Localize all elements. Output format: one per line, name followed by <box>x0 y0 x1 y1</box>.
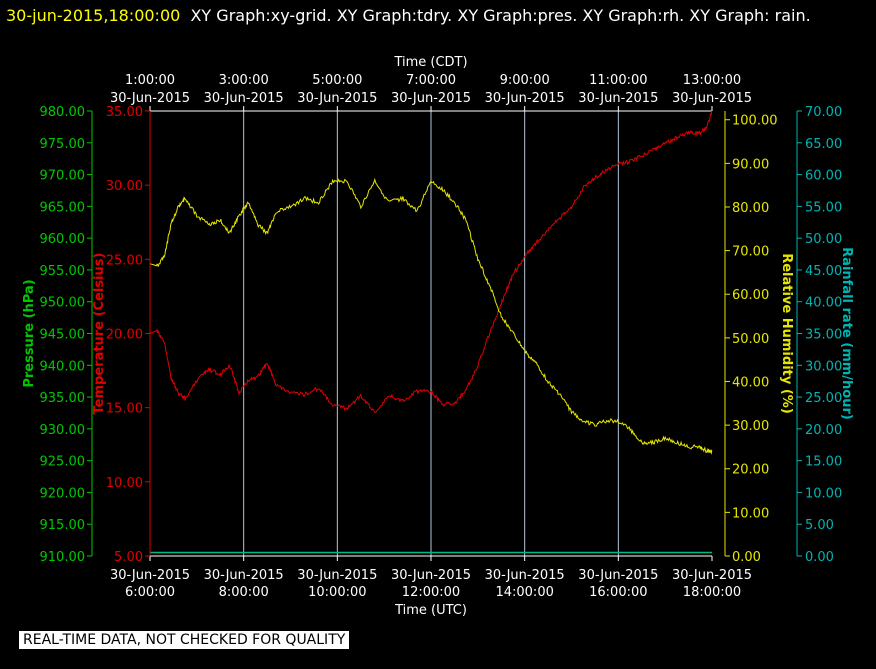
series-layer <box>149 108 713 554</box>
pressure-axis-tick-label: 920.00 <box>40 486 86 501</box>
bottom-tick-time: 6:00:00 <box>125 585 175 600</box>
temperature-axis-tick-label: 30.00 <box>106 179 143 194</box>
pressure-axis-title: Pressure (hPa) <box>22 279 37 387</box>
top-tick-time: 7:00:00 <box>406 73 456 88</box>
top-tick-date: 30-Jun-2015 <box>391 91 471 106</box>
top-tick-date: 30-Jun-2015 <box>485 91 565 106</box>
rain-axis-tick-label: 30.00 <box>805 359 842 374</box>
bottom-tick-date: 30-Jun-2015 <box>110 568 190 583</box>
temperature-axis-tick-label: 25.00 <box>106 253 143 268</box>
top-tick-time: 3:00:00 <box>219 73 269 88</box>
grid-lines <box>243 111 619 556</box>
pressure-axis-tick-label: 940.00 <box>40 359 86 374</box>
disclaimer-banner: REAL-TIME DATA, NOT CHECKED FOR QUALITY <box>19 631 350 649</box>
rain-axis-tick-label: 35.00 <box>805 328 842 343</box>
bottom-tick-date: 30-Jun-2015 <box>204 568 284 583</box>
temperature-axis-tick-label: 20.00 <box>106 328 143 343</box>
top-tick-date: 30-Jun-2015 <box>204 91 284 106</box>
chart-header: 30-jun-2015,18:00:00 XY Graph:xy-grid. X… <box>6 2 866 30</box>
pressure-axis-tick-label: 910.00 <box>40 550 86 565</box>
bottom-tick-date: 30-Jun-2015 <box>578 568 658 583</box>
rain-axis-tick-label: 5.00 <box>805 518 834 533</box>
rain-axis-tick-label: 40.00 <box>805 296 842 311</box>
top-tick-date: 30-Jun-2015 <box>110 91 190 106</box>
bottom-tick-date: 30-Jun-2015 <box>391 568 471 583</box>
temperature-axis-tick-label: 35.00 <box>106 105 143 120</box>
bottom-tick-time: 14:00:00 <box>495 585 553 600</box>
humidity-axis-tick-label: 60.00 <box>732 288 769 303</box>
bottom-axis-title: Time (UTC) <box>394 603 467 618</box>
rain-axis-tick-label: 60.00 <box>805 169 842 184</box>
temperature-axis-tick-label: 5.00 <box>114 550 143 565</box>
rain-axis-tick-label: 25.00 <box>805 391 842 406</box>
rain-axis-tick-label: 20.00 <box>805 423 842 438</box>
humidity-axis-tick-label: 30.00 <box>732 419 769 434</box>
humidity-series-line <box>149 177 713 455</box>
top-tick-time: 13:00:00 <box>683 73 741 88</box>
pressure-axis-tick-label: 965.00 <box>40 200 86 215</box>
humidity-axis-tick-label: 90.00 <box>732 157 769 172</box>
humidity-axis-tick-label: 80.00 <box>732 201 769 216</box>
top-tick-time: 9:00:00 <box>500 73 550 88</box>
pressure-axis-tick-label: 970.00 <box>40 169 86 184</box>
pressure-axis-tick-label: 975.00 <box>40 137 86 152</box>
top-tick-time: 5:00:00 <box>312 73 362 88</box>
rain-axis-tick-label: 15.00 <box>805 455 842 470</box>
rain-axis-tick-label: 10.00 <box>805 486 842 501</box>
bottom-tick-time: 18:00:00 <box>683 585 741 600</box>
bottom-tick-time: 16:00:00 <box>589 585 647 600</box>
pressure-axis-tick-label: 925.00 <box>40 455 86 470</box>
humidity-axis-tick-label: 100.00 <box>732 114 778 129</box>
bottom-tick-date: 30-Jun-2015 <box>672 568 752 583</box>
rain-axis-tick-label: 45.00 <box>805 264 842 279</box>
pressure-axis-tick-label: 945.00 <box>40 328 86 343</box>
top-axis-title: Time (CDT) <box>393 55 467 70</box>
temperature-axis-tick-label: 10.00 <box>106 476 143 491</box>
top-tick-date: 30-Jun-2015 <box>672 91 752 106</box>
rain-axis-tick-label: 70.00 <box>805 105 842 120</box>
pressure-axis-tick-label: 915.00 <box>40 518 86 533</box>
humidity-axis-tick-label: 50.00 <box>732 332 769 347</box>
top-tick-time: 1:00:00 <box>125 73 175 88</box>
temperature-series-line <box>149 108 713 413</box>
rain-axis-tick-label: 50.00 <box>805 232 842 247</box>
humidity-axis-tick-label: 0.00 <box>732 550 761 565</box>
rain-axis-tick-label: 0.00 <box>805 550 834 565</box>
pressure-axis-tick-label: 950.00 <box>40 296 86 311</box>
pressure-axis-tick-label: 960.00 <box>40 232 86 247</box>
bottom-tick-time: 8:00:00 <box>219 585 269 600</box>
bottom-tick-time: 10:00:00 <box>308 585 366 600</box>
top-tick-date: 30-Jun-2015 <box>297 91 377 106</box>
humidity-axis-tick-label: 10.00 <box>732 506 769 521</box>
rain-axis-tick-label: 65.00 <box>805 137 842 152</box>
graph-title: XY Graph:xy-grid. XY Graph:tdry. XY Grap… <box>190 6 811 25</box>
humidity-axis-title: Relative Humidity (%) <box>779 253 794 414</box>
pressure-axis-tick-label: 980.00 <box>40 105 86 120</box>
humidity-axis-tick-label: 20.00 <box>732 463 769 478</box>
top-tick-time: 11:00:00 <box>589 73 647 88</box>
bottom-tick-date: 30-Jun-2015 <box>297 568 377 583</box>
bottom-tick-time: 12:00:00 <box>402 585 460 600</box>
rain-axis-tick-label: 55.00 <box>805 200 842 215</box>
pressure-axis-tick-label: 935.00 <box>40 391 86 406</box>
pressure-axis-tick-label: 955.00 <box>40 264 86 279</box>
temperature-axis-tick-label: 15.00 <box>106 402 143 417</box>
timestamp: 30-jun-2015,18:00:00 <box>6 6 181 25</box>
pressure-axis-tick-label: 930.00 <box>40 423 86 438</box>
bottom-tick-date: 30-Jun-2015 <box>485 568 565 583</box>
top-tick-date: 30-Jun-2015 <box>578 91 658 106</box>
temperature-axis-title: Temperature (Celsius) <box>92 253 107 415</box>
rain-axis-title: Rainfall rate (mm/hour) <box>839 247 854 420</box>
humidity-axis-tick-label: 70.00 <box>732 245 769 260</box>
axes: 30-Jun-2015 6:00:00 30-Jun-2015 8:00:00 30-J… <box>22 55 854 618</box>
humidity-axis-tick-label: 40.00 <box>732 375 769 390</box>
